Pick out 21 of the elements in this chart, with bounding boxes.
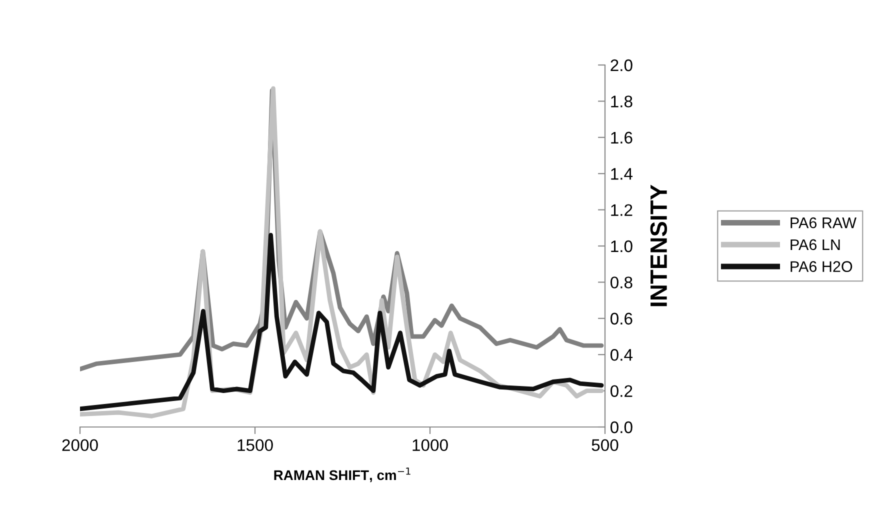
y-tick-label: 2.0 [610,59,632,72]
y-tick-label: 1.2 [611,204,632,216]
y-tick-label: 1.6 [611,132,632,144]
x-tick-label: 2000 [62,439,98,452]
x-tick-label: 1500 [238,439,273,452]
y-axis-title: INTENSITY [650,184,668,306]
y-tick-label: 1.8 [611,96,632,108]
legend-label: PA6 LN [790,239,840,250]
legend-label: PA6 H2O [790,261,852,272]
y-tick-label: 0.6 [610,312,632,325]
y-tick-label: 0.0 [610,421,632,434]
x-axis-title: RAMAN SHIFT, cm$^{−1}$ [274,468,410,482]
y-tick-label: 0.8 [610,276,632,288]
y-tick-label: 0.4 [610,349,633,361]
y-tick-label: 0.2 [610,385,632,398]
line-series [80,232,604,412]
legend-label: PA6 RAW [790,217,856,228]
y-tick-label: 1.4 [611,168,633,180]
x-tick-label: 500 [592,439,618,452]
x-tick-label: 1000 [412,439,448,452]
y-tick-label: 1.0 [611,240,632,252]
